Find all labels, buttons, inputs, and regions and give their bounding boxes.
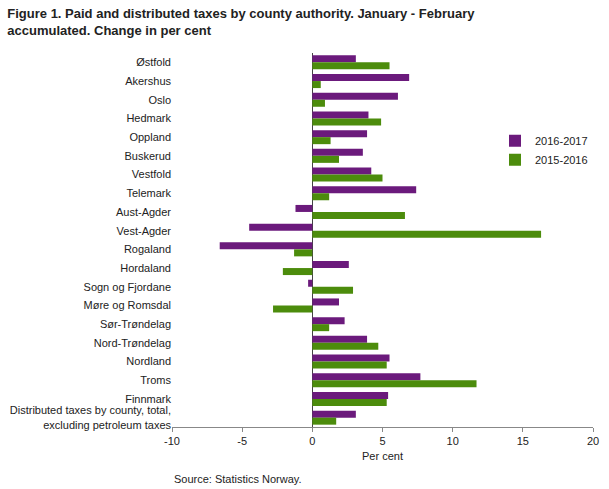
svg-text:0: 0 — [309, 435, 315, 447]
svg-text:Sogn og Fjordane: Sogn og Fjordane — [84, 281, 171, 293]
svg-text:-5: -5 — [237, 435, 247, 447]
svg-text:Nordland: Nordland — [126, 355, 171, 367]
svg-text:Per cent: Per cent — [362, 450, 403, 462]
svg-text:2016-2017: 2016-2017 — [535, 135, 588, 147]
svg-text:Finnmark: Finnmark — [125, 393, 171, 405]
svg-text:Source: Statistics Norway.: Source: Statistics Norway. — [174, 473, 302, 485]
svg-text:15: 15 — [517, 435, 529, 447]
svg-text:Figure 1. Paid and distributed: Figure 1. Paid and distributed taxes by … — [7, 6, 475, 38]
svg-text:Aust-Agder: Aust-Agder — [116, 206, 171, 218]
svg-text:Buskerud: Buskerud — [125, 150, 171, 162]
svg-text:5: 5 — [379, 435, 385, 447]
svg-text:Østfold: Østfold — [136, 56, 171, 68]
svg-text:Akershus: Akershus — [125, 75, 171, 87]
svg-text:2015-2016: 2015-2016 — [535, 154, 588, 166]
svg-text:Hedmark: Hedmark — [126, 112, 171, 124]
svg-text:Telemark: Telemark — [126, 187, 171, 199]
svg-text:Vest-Agder: Vest-Agder — [117, 225, 172, 237]
svg-text:Hordaland: Hordaland — [120, 262, 171, 274]
svg-text:-10: -10 — [164, 435, 180, 447]
svg-text:Sør-Trøndelag: Sør-Trøndelag — [100, 318, 171, 330]
svg-text:Rogaland: Rogaland — [124, 243, 171, 255]
svg-text:Oppland: Oppland — [129, 131, 171, 143]
svg-text:Oslo: Oslo — [148, 94, 171, 106]
svg-text:Troms: Troms — [140, 374, 171, 386]
svg-text:Møre og Romsdal: Møre og Romsdal — [84, 299, 171, 311]
svg-text:10: 10 — [447, 435, 459, 447]
svg-text:Vestfold: Vestfold — [132, 168, 171, 180]
svg-text:20: 20 — [587, 435, 599, 447]
svg-text:Distributed taxes by county, t: Distributed taxes by county, total,exclu… — [10, 404, 172, 430]
svg-text:Nord-Trøndelag: Nord-Trøndelag — [94, 337, 171, 349]
